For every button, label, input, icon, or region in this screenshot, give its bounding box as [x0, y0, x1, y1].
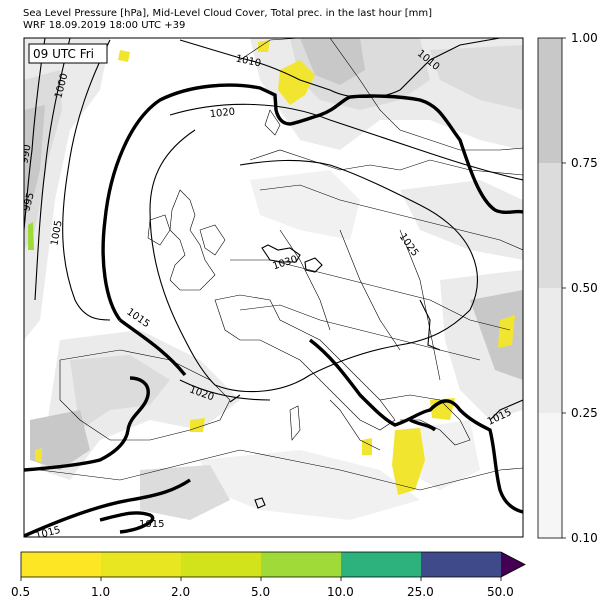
precip-tick-label: 0.5 — [11, 585, 31, 599]
isobar-label: 1020 — [209, 107, 235, 121]
precip-tick-label: 25.0 — [407, 585, 434, 599]
cloud-tick-label: 0.10 — [571, 531, 598, 545]
cloud-tick-label: 0.75 — [571, 156, 598, 170]
map-title: Sea Level Pressure [hPa], Mid-Level Clou… — [23, 8, 433, 19]
valid-time-box: 09 UTC Fri — [28, 43, 108, 64]
precip-tick-label: 10.0 — [327, 585, 354, 599]
coastlines-borders — [39, 38, 523, 491]
isobar-label: 990 — [19, 144, 33, 165]
precip-moderate-patch — [28, 222, 34, 250]
precip-colorbar — [20, 551, 526, 581]
isobar-label: 1005 — [49, 219, 64, 246]
isobar-label: 1015 — [139, 519, 164, 530]
isobars — [24, 38, 523, 509]
cloud-tick-label: 0.25 — [571, 406, 598, 420]
precip-tick-label: 2.0 — [171, 585, 191, 599]
model-run-subtitle: WRF 18.09.2019 18:00 UTC +39 — [23, 20, 186, 31]
cloud-cover-colorbar — [537, 37, 566, 539]
cloud-tick-label: 0.50 — [571, 281, 598, 295]
precip-tick-label: 50.0 — [487, 585, 514, 599]
isobar-label: 1010 — [235, 53, 262, 69]
precip-tick-label: 1.0 — [91, 585, 111, 599]
precip-tick-label: 5.0 — [251, 585, 271, 599]
cloud-tick-label: 1.00 — [571, 31, 598, 45]
reference-isobar-1015 — [24, 83, 523, 537]
valid-time-label: 09 UTC Fri — [33, 47, 94, 61]
map-frame — [23, 37, 524, 538]
